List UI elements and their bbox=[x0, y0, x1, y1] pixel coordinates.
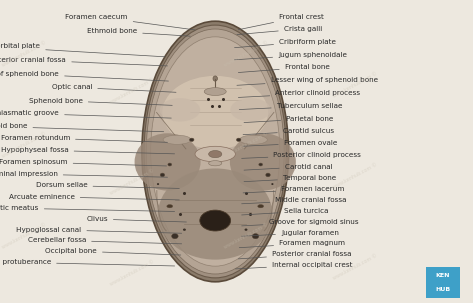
Text: Hypophyseal fossa: Hypophyseal fossa bbox=[1, 147, 175, 154]
Text: www.kenhub.com ©: www.kenhub.com © bbox=[332, 162, 378, 190]
Text: Jugum sphenoidale: Jugum sphenoidale bbox=[235, 52, 347, 60]
Text: www.kenhub.com ©: www.kenhub.com © bbox=[0, 222, 47, 250]
Ellipse shape bbox=[245, 228, 247, 231]
Text: Arcuate eminence: Arcuate eminence bbox=[9, 194, 179, 200]
Text: www.kenhub.com ©: www.kenhub.com © bbox=[223, 222, 269, 250]
Text: Lesser wing of sphenoid bone: Lesser wing of sphenoid bone bbox=[237, 77, 377, 85]
Text: Frontal crest: Frontal crest bbox=[238, 14, 324, 30]
Text: Anterior clinoid process: Anterior clinoid process bbox=[238, 90, 360, 98]
Text: www.kenhub.com ©: www.kenhub.com © bbox=[223, 132, 269, 159]
Ellipse shape bbox=[258, 205, 263, 208]
Text: Crista galli: Crista galli bbox=[237, 26, 322, 35]
Text: Occipital bone: Occipital bone bbox=[45, 248, 181, 255]
Ellipse shape bbox=[239, 135, 267, 144]
FancyBboxPatch shape bbox=[426, 267, 460, 298]
Ellipse shape bbox=[158, 168, 272, 260]
Ellipse shape bbox=[209, 161, 222, 166]
Ellipse shape bbox=[135, 133, 201, 191]
Ellipse shape bbox=[252, 234, 259, 239]
Text: www.kenhub.com ©: www.kenhub.com © bbox=[109, 77, 156, 105]
Ellipse shape bbox=[168, 163, 172, 166]
Ellipse shape bbox=[204, 88, 226, 95]
Text: HUB: HUB bbox=[435, 287, 450, 292]
Text: Sphenoid bone: Sphenoid bone bbox=[29, 98, 172, 105]
Text: Trigeminal impression: Trigeminal impression bbox=[0, 171, 167, 177]
Ellipse shape bbox=[213, 76, 218, 81]
Ellipse shape bbox=[230, 133, 296, 191]
Text: KEN: KEN bbox=[436, 273, 450, 278]
Text: Optic canal: Optic canal bbox=[52, 84, 176, 92]
Text: Internal occipital protuberance: Internal occipital protuberance bbox=[0, 259, 175, 266]
Ellipse shape bbox=[160, 98, 200, 122]
Text: Temporal bone: Temporal bone bbox=[244, 175, 336, 182]
Ellipse shape bbox=[163, 135, 191, 144]
Ellipse shape bbox=[146, 29, 284, 274]
Text: Posterior cranial fossa: Posterior cranial fossa bbox=[238, 251, 351, 259]
Ellipse shape bbox=[272, 183, 273, 185]
Ellipse shape bbox=[144, 25, 286, 278]
Text: Tuberculum sellae: Tuberculum sellae bbox=[239, 103, 342, 110]
Ellipse shape bbox=[209, 151, 222, 158]
Ellipse shape bbox=[266, 173, 270, 177]
Ellipse shape bbox=[151, 37, 280, 266]
Text: Cerebellar fossa: Cerebellar fossa bbox=[28, 237, 182, 244]
Ellipse shape bbox=[172, 234, 178, 239]
Ellipse shape bbox=[195, 146, 236, 162]
Text: Foramen lacerum: Foramen lacerum bbox=[243, 186, 344, 193]
Ellipse shape bbox=[167, 205, 173, 208]
Text: Sella turcica: Sella turcica bbox=[242, 208, 328, 215]
Text: www.kenhub.com ©: www.kenhub.com © bbox=[223, 41, 269, 68]
Text: www.kenhub.com ©: www.kenhub.com © bbox=[109, 168, 156, 196]
Text: Superior surface of orbital plate: Superior surface of orbital plate bbox=[0, 43, 165, 57]
Text: www.kenhub.com ©: www.kenhub.com © bbox=[332, 253, 378, 281]
Text: Carotid sulcus: Carotid sulcus bbox=[243, 128, 334, 135]
Text: Foramen spinosum: Foramen spinosum bbox=[0, 159, 166, 166]
Text: Frontal bone: Frontal bone bbox=[238, 64, 330, 72]
Ellipse shape bbox=[259, 163, 263, 166]
Ellipse shape bbox=[230, 98, 271, 122]
Text: Internal occipital crest: Internal occipital crest bbox=[236, 262, 352, 269]
Ellipse shape bbox=[157, 183, 159, 185]
Text: Ethmoid bone: Ethmoid bone bbox=[87, 28, 190, 36]
Text: Cribriform plate: Cribriform plate bbox=[235, 39, 336, 48]
Text: www.kenhub.com ©: www.kenhub.com © bbox=[0, 41, 47, 68]
Text: Posterior clinoid process: Posterior clinoid process bbox=[242, 152, 361, 158]
Text: www.kenhub.com ©: www.kenhub.com © bbox=[332, 71, 378, 99]
Ellipse shape bbox=[190, 138, 194, 142]
Text: Middle cranial fossa: Middle cranial fossa bbox=[242, 197, 347, 204]
Text: Greater wing of sphenoid bone: Greater wing of sphenoid bone bbox=[0, 123, 164, 132]
Ellipse shape bbox=[160, 173, 165, 177]
Ellipse shape bbox=[200, 210, 231, 231]
Ellipse shape bbox=[183, 228, 186, 231]
Text: Foramen magnum: Foramen magnum bbox=[239, 240, 345, 248]
Text: Body of sphenoid bone: Body of sphenoid bone bbox=[0, 71, 168, 81]
Text: www.kenhub.com ©: www.kenhub.com © bbox=[0, 132, 47, 159]
Text: Dorsum sellae: Dorsum sellae bbox=[36, 182, 179, 188]
Text: Hypoglossal canal: Hypoglossal canal bbox=[16, 227, 182, 233]
Ellipse shape bbox=[142, 21, 289, 282]
Text: Prechiasmatic groove: Prechiasmatic groove bbox=[0, 110, 171, 118]
Ellipse shape bbox=[236, 138, 241, 142]
Text: Jugular foramen: Jugular foramen bbox=[242, 230, 339, 236]
Text: Foramen caecum: Foramen caecum bbox=[65, 14, 195, 30]
Text: Foramen rotundum: Foramen rotundum bbox=[0, 135, 167, 142]
Ellipse shape bbox=[162, 76, 268, 149]
Text: Clivus: Clivus bbox=[86, 216, 186, 222]
Text: Groove for sigmoid sinus: Groove for sigmoid sinus bbox=[242, 219, 358, 226]
Text: Parietal bone: Parietal bone bbox=[244, 116, 333, 122]
Text: Foramen ovale: Foramen ovale bbox=[243, 140, 337, 146]
Text: Anterior cranial fossa: Anterior cranial fossa bbox=[0, 57, 167, 66]
Text: Carotid canal: Carotid canal bbox=[244, 164, 333, 170]
Text: Internal acoustic meatus: Internal acoustic meatus bbox=[0, 205, 175, 211]
Text: www.kenhub.com ©: www.kenhub.com © bbox=[109, 259, 156, 287]
